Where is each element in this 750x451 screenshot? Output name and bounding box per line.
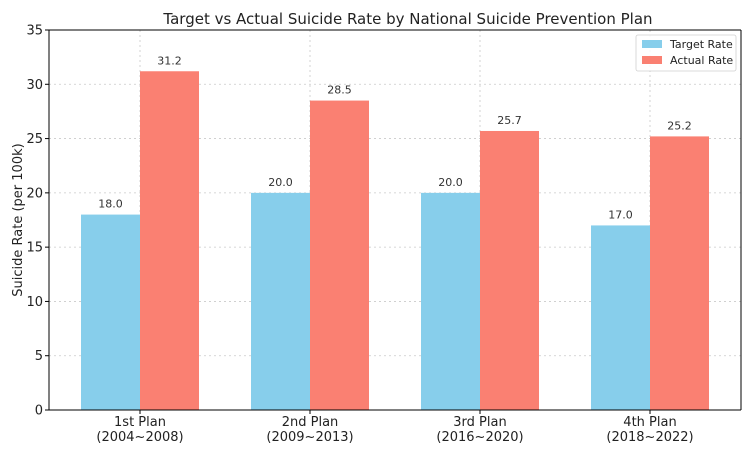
- bar-data-label: 28.5: [327, 84, 352, 97]
- legend-swatch-target: [642, 40, 662, 48]
- y-tick-label: 20: [26, 186, 43, 201]
- legend-swatch-actual: [642, 56, 662, 64]
- bar-data-label: 17.0: [608, 208, 633, 221]
- bar-target-2: [251, 192, 310, 410]
- y-tick-label: 25: [26, 132, 43, 147]
- chart-title: Target vs Actual Suicide Rate by Nationa…: [162, 10, 652, 28]
- y-tick-label: 35: [26, 24, 43, 39]
- bar-actual-4: [650, 136, 709, 410]
- x-tick-label: 1st Plan (2004~2008): [96, 415, 183, 445]
- y-tick-label: 10: [26, 295, 43, 310]
- x-tick-label: 4th Plan (2018~2022): [606, 415, 693, 445]
- x-tick-label: 2nd Plan (2009~2013): [266, 415, 353, 445]
- bars-layer: [81, 71, 709, 411]
- bar-actual-2: [310, 100, 369, 411]
- x-tick-label: 3rd Plan (2016~2020): [436, 415, 523, 445]
- bar-data-label: 31.2: [157, 54, 182, 67]
- bar-data-label: 20.0: [438, 176, 463, 189]
- labels-layer: 18.0 31.2 20.0 28.5 20.0 25.7 17.0 25.2: [98, 54, 692, 221]
- bar-target-4: [591, 225, 650, 410]
- y-tick-label: 0: [35, 404, 43, 419]
- bar-data-label: 25.2: [667, 119, 692, 132]
- legend-label-actual: Actual Rate: [670, 54, 733, 67]
- y-axis-label: Suicide Rate (per 100k): [11, 143, 26, 296]
- legend-label-target: Target Rate: [669, 38, 733, 51]
- axes-layer: 0 5 10 15 20 25 30 35 1st Plan (2004~2008) 2nd Pla…: [26, 24, 742, 445]
- legend: Target Rate Actual Rate: [635, 34, 737, 72]
- bar-data-label: 25.7: [497, 114, 522, 127]
- bar-actual-3: [480, 130, 539, 410]
- y-tick-label: 15: [26, 241, 43, 256]
- bar-target-1: [81, 214, 140, 410]
- bar-target-3: [421, 192, 480, 410]
- bar-actual-1: [140, 71, 199, 410]
- bar-data-label: 20.0: [268, 176, 293, 189]
- bar-data-label: 18.0: [98, 198, 123, 211]
- y-tick-label: 5: [35, 349, 43, 364]
- y-tick-label: 30: [26, 78, 43, 93]
